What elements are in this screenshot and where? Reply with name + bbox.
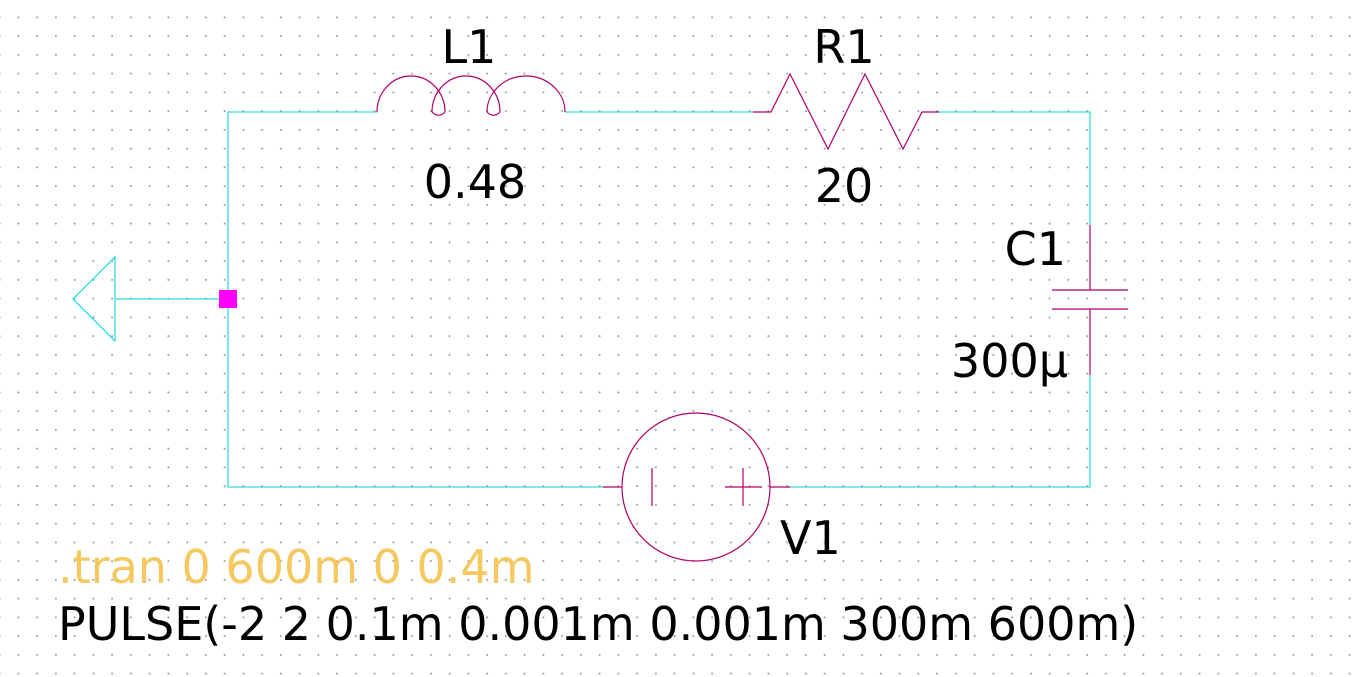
ground-symbol[interactable] bbox=[72, 255, 116, 343]
wires bbox=[116, 111, 1091, 488]
node-junction[interactable] bbox=[219, 290, 237, 308]
tran-directive[interactable]: .tran 0 600m 0 0.4m bbox=[58, 540, 535, 594]
resistor-r1[interactable] bbox=[753, 72, 939, 151]
inductor-l1[interactable] bbox=[376, 75, 566, 116]
resistor-ref-label: R1 bbox=[813, 20, 874, 74]
inductor-ref-label: L1 bbox=[442, 20, 497, 74]
inductor-value-label: 0.48 bbox=[424, 155, 526, 209]
capacitor-c1[interactable] bbox=[1052, 225, 1128, 375]
source-ref-label: V1 bbox=[780, 511, 841, 565]
capacitor-value-label: 300µ bbox=[951, 334, 1068, 388]
voltage-source-v1[interactable] bbox=[603, 412, 790, 562]
capacitor-ref-label: C1 bbox=[1005, 222, 1066, 276]
resistor-value-label: 20 bbox=[815, 159, 874, 213]
source-value-label: PULSE(-2 2 0.1m 0.001m 0.001m 300m 600m) bbox=[58, 597, 1138, 651]
wire-top-left[interactable] bbox=[227, 111, 377, 299]
wire-resistor-capacitor[interactable] bbox=[939, 111, 1091, 225]
wire-capacitor-source[interactable] bbox=[790, 375, 1091, 488]
